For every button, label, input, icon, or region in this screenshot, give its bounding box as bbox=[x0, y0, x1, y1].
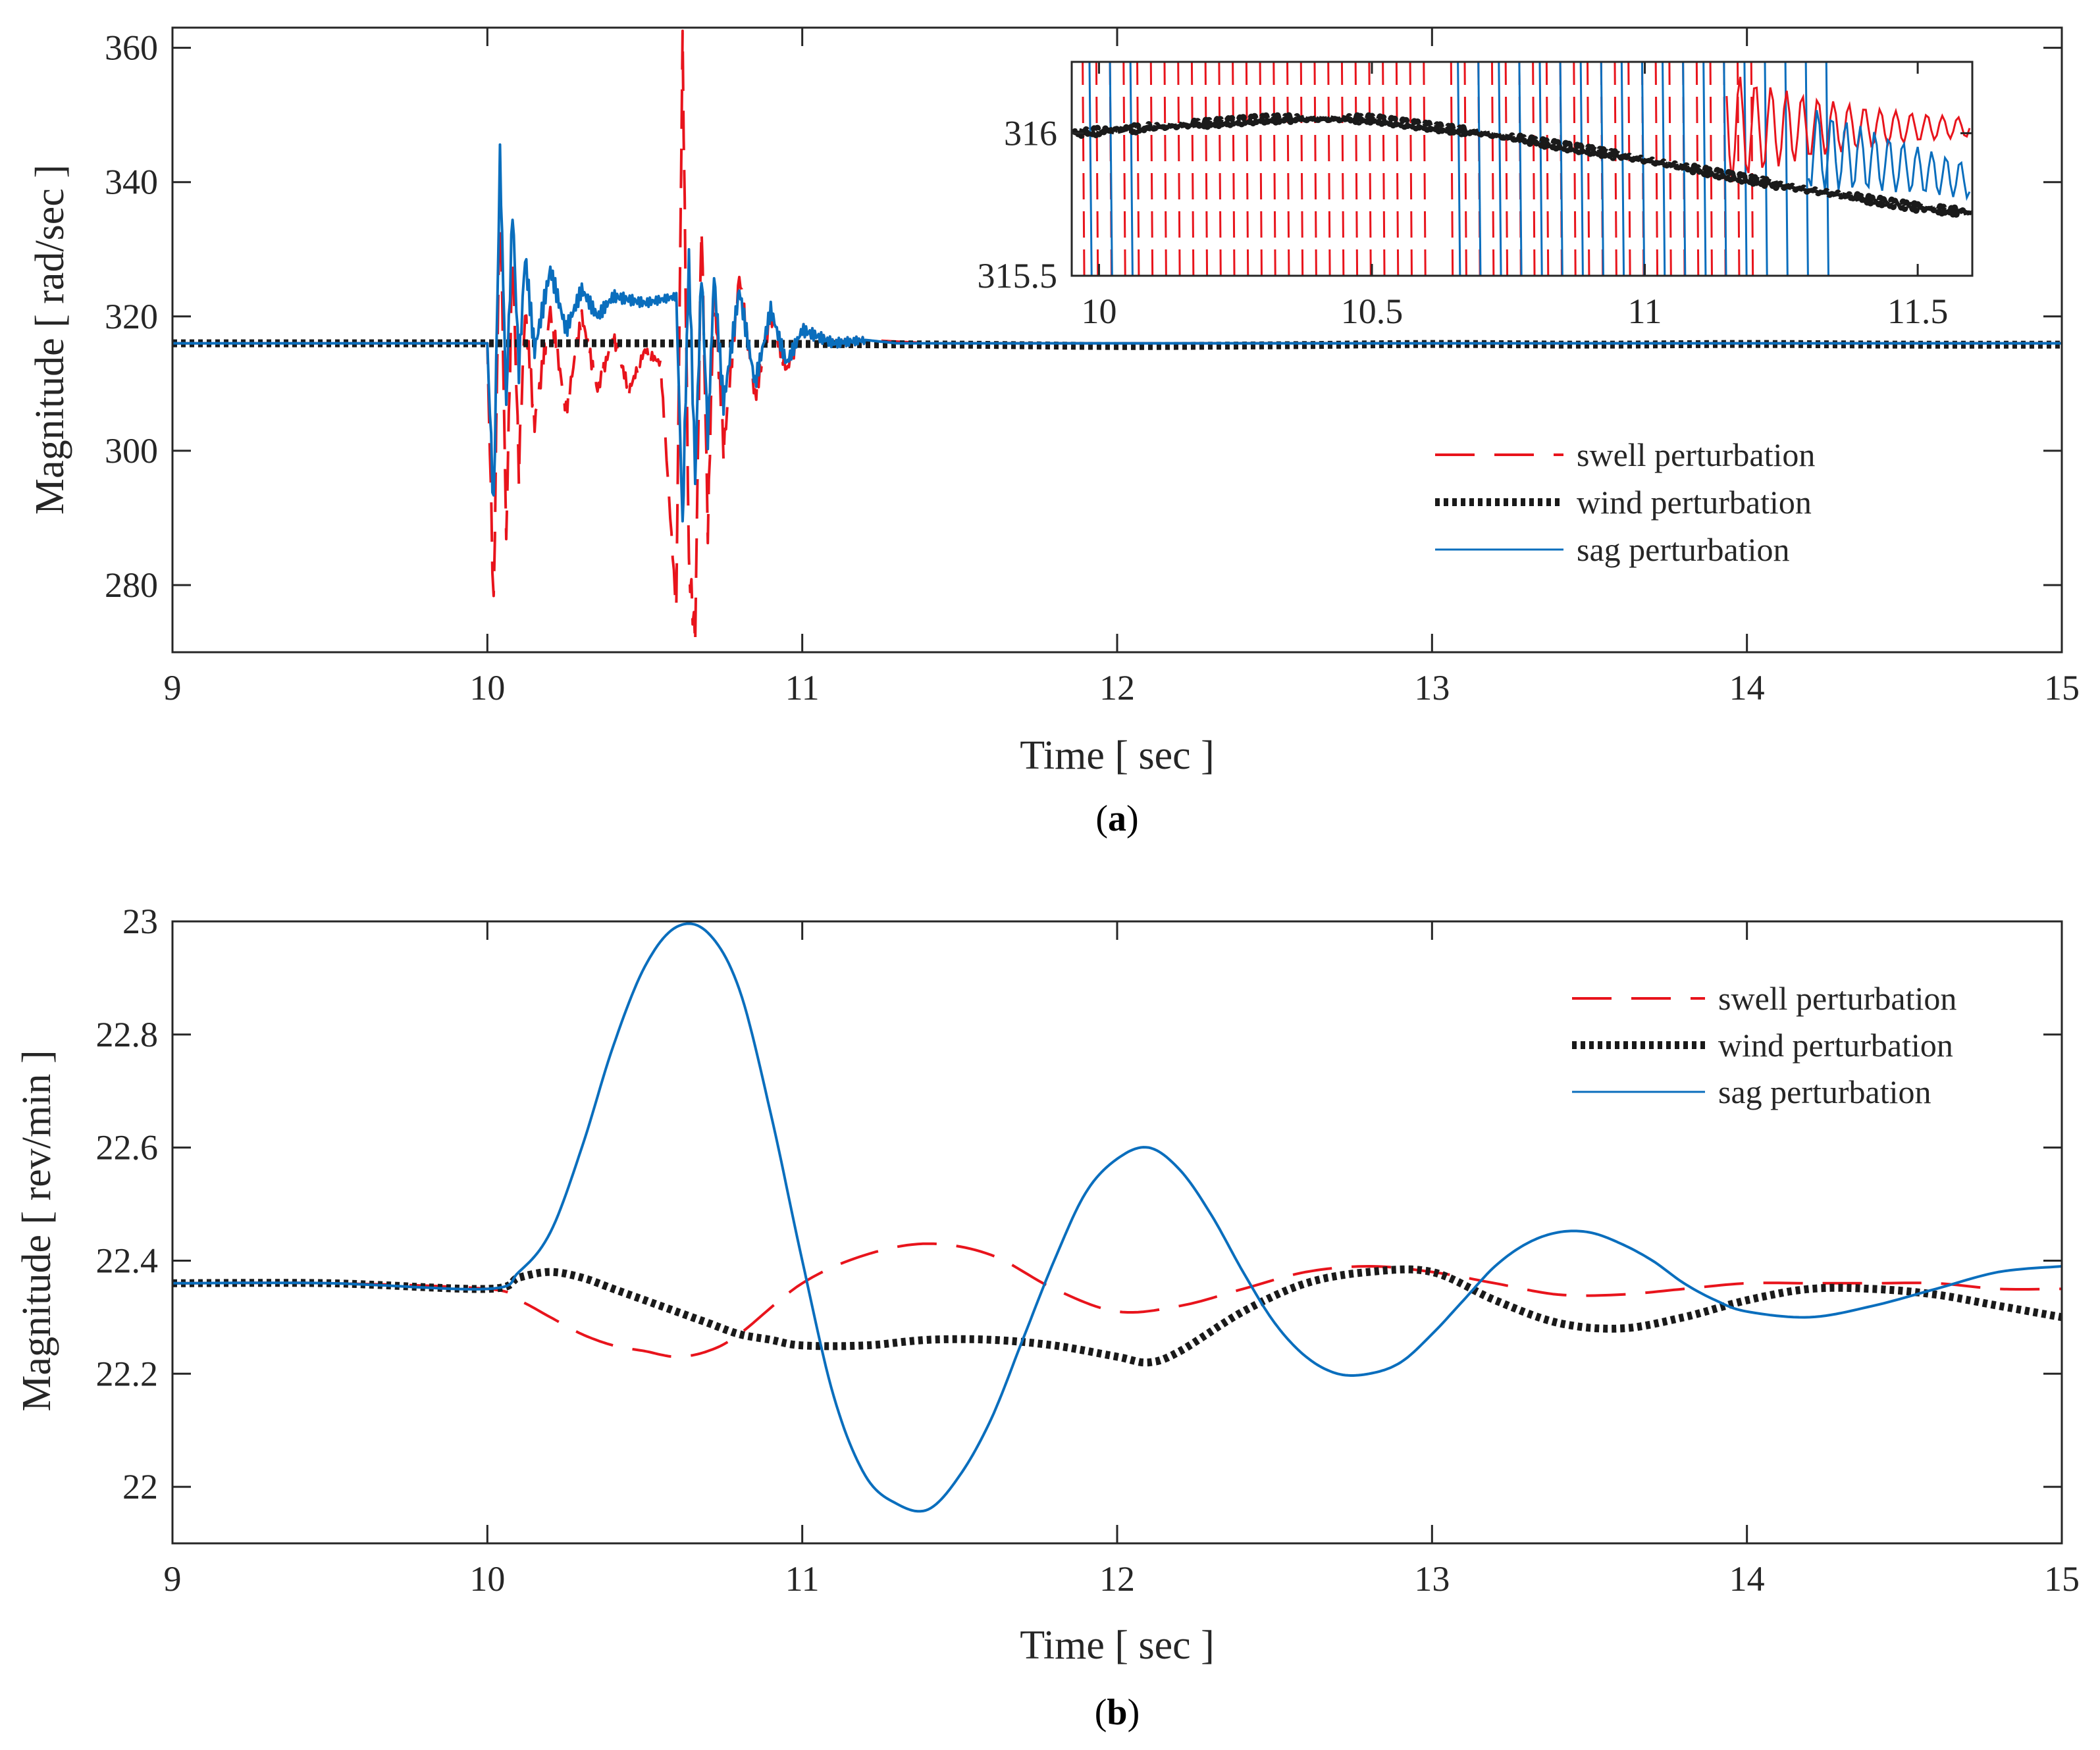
inset-sag-tail bbox=[1807, 110, 1971, 201]
inset-swell-tail bbox=[1725, 76, 1971, 182]
inset-series bbox=[1072, 62, 1972, 276]
a-inset-series-wind bbox=[1072, 112, 1972, 220]
b-series-sag bbox=[172, 922, 2062, 1513]
inset-axes bbox=[1070, 61, 1974, 277]
legend-a-wind-label: wind perturbation bbox=[1577, 484, 1812, 521]
b-xtick-label: 9 bbox=[164, 1559, 182, 1599]
a-ytick-label: 360 bbox=[105, 28, 158, 68]
b-xtick-label: 13 bbox=[1414, 1559, 1450, 1599]
a-xtick-label: 12 bbox=[1099, 668, 1135, 708]
a-inset-xtick-label: 10 bbox=[1081, 292, 1116, 331]
a-xtick-label: 13 bbox=[1414, 668, 1450, 708]
b-ytick-label: 22.2 bbox=[96, 1354, 159, 1393]
b-ytick-label: 22.8 bbox=[96, 1015, 159, 1054]
inset-sag-oscillation bbox=[1620, 62, 1625, 276]
panel-a-ylabel: Magnitude [ rad/sec ] bbox=[28, 165, 72, 515]
inset-sag-oscillation bbox=[1641, 62, 1646, 276]
a-inset-ytick-label: 315.5 bbox=[978, 256, 1058, 296]
legend-b-wind-label: wind perturbation bbox=[1718, 1027, 1953, 1064]
panel-b-xlabel: Time [ sec ] bbox=[1020, 1623, 1215, 1668]
inset-sag-oscillation bbox=[1662, 62, 1666, 276]
panel-a-series bbox=[172, 30, 2062, 647]
inset-ticks: 10 10.5 11 11.5 315.5 316 bbox=[978, 62, 1972, 331]
inset-sag-oscillation bbox=[1518, 62, 1523, 276]
a-xtick-label: 10 bbox=[469, 668, 505, 708]
b-ytick-label: 22.6 bbox=[96, 1128, 159, 1168]
b-series-swell bbox=[172, 1242, 2062, 1358]
inset-sag-oscillation bbox=[1600, 62, 1604, 276]
b-xtick-label: 11 bbox=[785, 1559, 820, 1599]
a-xtick-label: 11 bbox=[785, 668, 820, 708]
inset-sag-oscillation bbox=[1538, 62, 1543, 276]
inset-sag-oscillation bbox=[1457, 62, 1461, 276]
panel-a-caption: (a) bbox=[1095, 798, 1138, 839]
inset-sag-oscillation bbox=[1129, 62, 1134, 276]
panel-b-legend: swell perturbation wind perturbation sag… bbox=[1572, 980, 1956, 1110]
panel-a-legend: swell perturbation wind perturbation sag… bbox=[1435, 436, 1815, 568]
panel-b-series bbox=[172, 922, 2062, 1513]
panel-b-ylabel: Magnitude [ rev/min ] bbox=[14, 1050, 59, 1411]
a-ytick-label: 340 bbox=[105, 163, 158, 202]
inset-sag-oscillation bbox=[1088, 62, 1093, 276]
a-inset-xtick-label: 11 bbox=[1628, 292, 1662, 331]
b-ytick-label: 22 bbox=[122, 1467, 158, 1506]
legend-a-swell-label: swell perturbation bbox=[1577, 436, 1815, 473]
b-xtick-label: 10 bbox=[469, 1559, 505, 1599]
panel-a: 9 10 11 12 13 14 15 280 300 320 340 360 Time [ sec … bbox=[28, 26, 2080, 839]
a-inset-xtick-label: 11.5 bbox=[1887, 292, 1949, 331]
panel-b-caption: (b) bbox=[1095, 1692, 1140, 1733]
panel-a-xlabel: Time [ sec ] bbox=[1020, 733, 1215, 778]
panel-b: 9 10 11 12 13 14 15 22 22.2 22.4 22.6 22.8 23 Time [… bbox=[14, 902, 2080, 1733]
a-xtick-label: 15 bbox=[2044, 668, 2080, 708]
inset-sag-oscillation bbox=[1743, 62, 1748, 276]
a-ytick-label: 320 bbox=[105, 297, 158, 336]
a-xtick-label: 14 bbox=[1729, 668, 1765, 708]
b-xtick-label: 12 bbox=[1099, 1559, 1135, 1599]
legend-a-sag-label: sag perturbation bbox=[1577, 531, 1790, 568]
inset-sag-oscillation bbox=[1559, 62, 1563, 276]
b-ytick-label: 23 bbox=[122, 902, 158, 941]
b-xtick-label: 15 bbox=[2044, 1559, 2080, 1599]
inset-sag-oscillation bbox=[1109, 62, 1113, 276]
a-ytick-label: 300 bbox=[105, 431, 158, 471]
b-xtick-label: 14 bbox=[1729, 1559, 1765, 1599]
inset-sag-oscillation bbox=[1804, 62, 1809, 276]
b-series-wind bbox=[172, 1265, 2062, 1367]
panel-b-ticks: 9 10 11 12 13 14 15 22 22.2 22.4 22.6 22.8 23 bbox=[96, 902, 2080, 1599]
inset-sag-oscillation bbox=[1498, 62, 1502, 276]
b-ytick-label: 22.4 bbox=[96, 1241, 159, 1280]
inset-sag-oscillation bbox=[1764, 62, 1768, 276]
a-inset-ytick-label: 316 bbox=[1004, 113, 1057, 153]
legend-b-sag-label: sag perturbation bbox=[1718, 1073, 1931, 1110]
panel-a-ticks: 9 10 11 12 13 14 15 280 300 320 340 360 bbox=[105, 28, 2080, 708]
a-xtick-label: 9 bbox=[164, 668, 182, 708]
a-ytick-label: 280 bbox=[105, 565, 158, 605]
inset-sag-oscillation bbox=[1477, 62, 1482, 276]
legend-b-swell-label: swell perturbation bbox=[1718, 980, 1956, 1017]
a-series-sag bbox=[172, 143, 2062, 523]
a-inset-xtick-label: 10.5 bbox=[1341, 292, 1404, 331]
inset-sag-oscillation bbox=[1579, 62, 1584, 276]
inset-sag-oscillation bbox=[1723, 62, 1727, 276]
